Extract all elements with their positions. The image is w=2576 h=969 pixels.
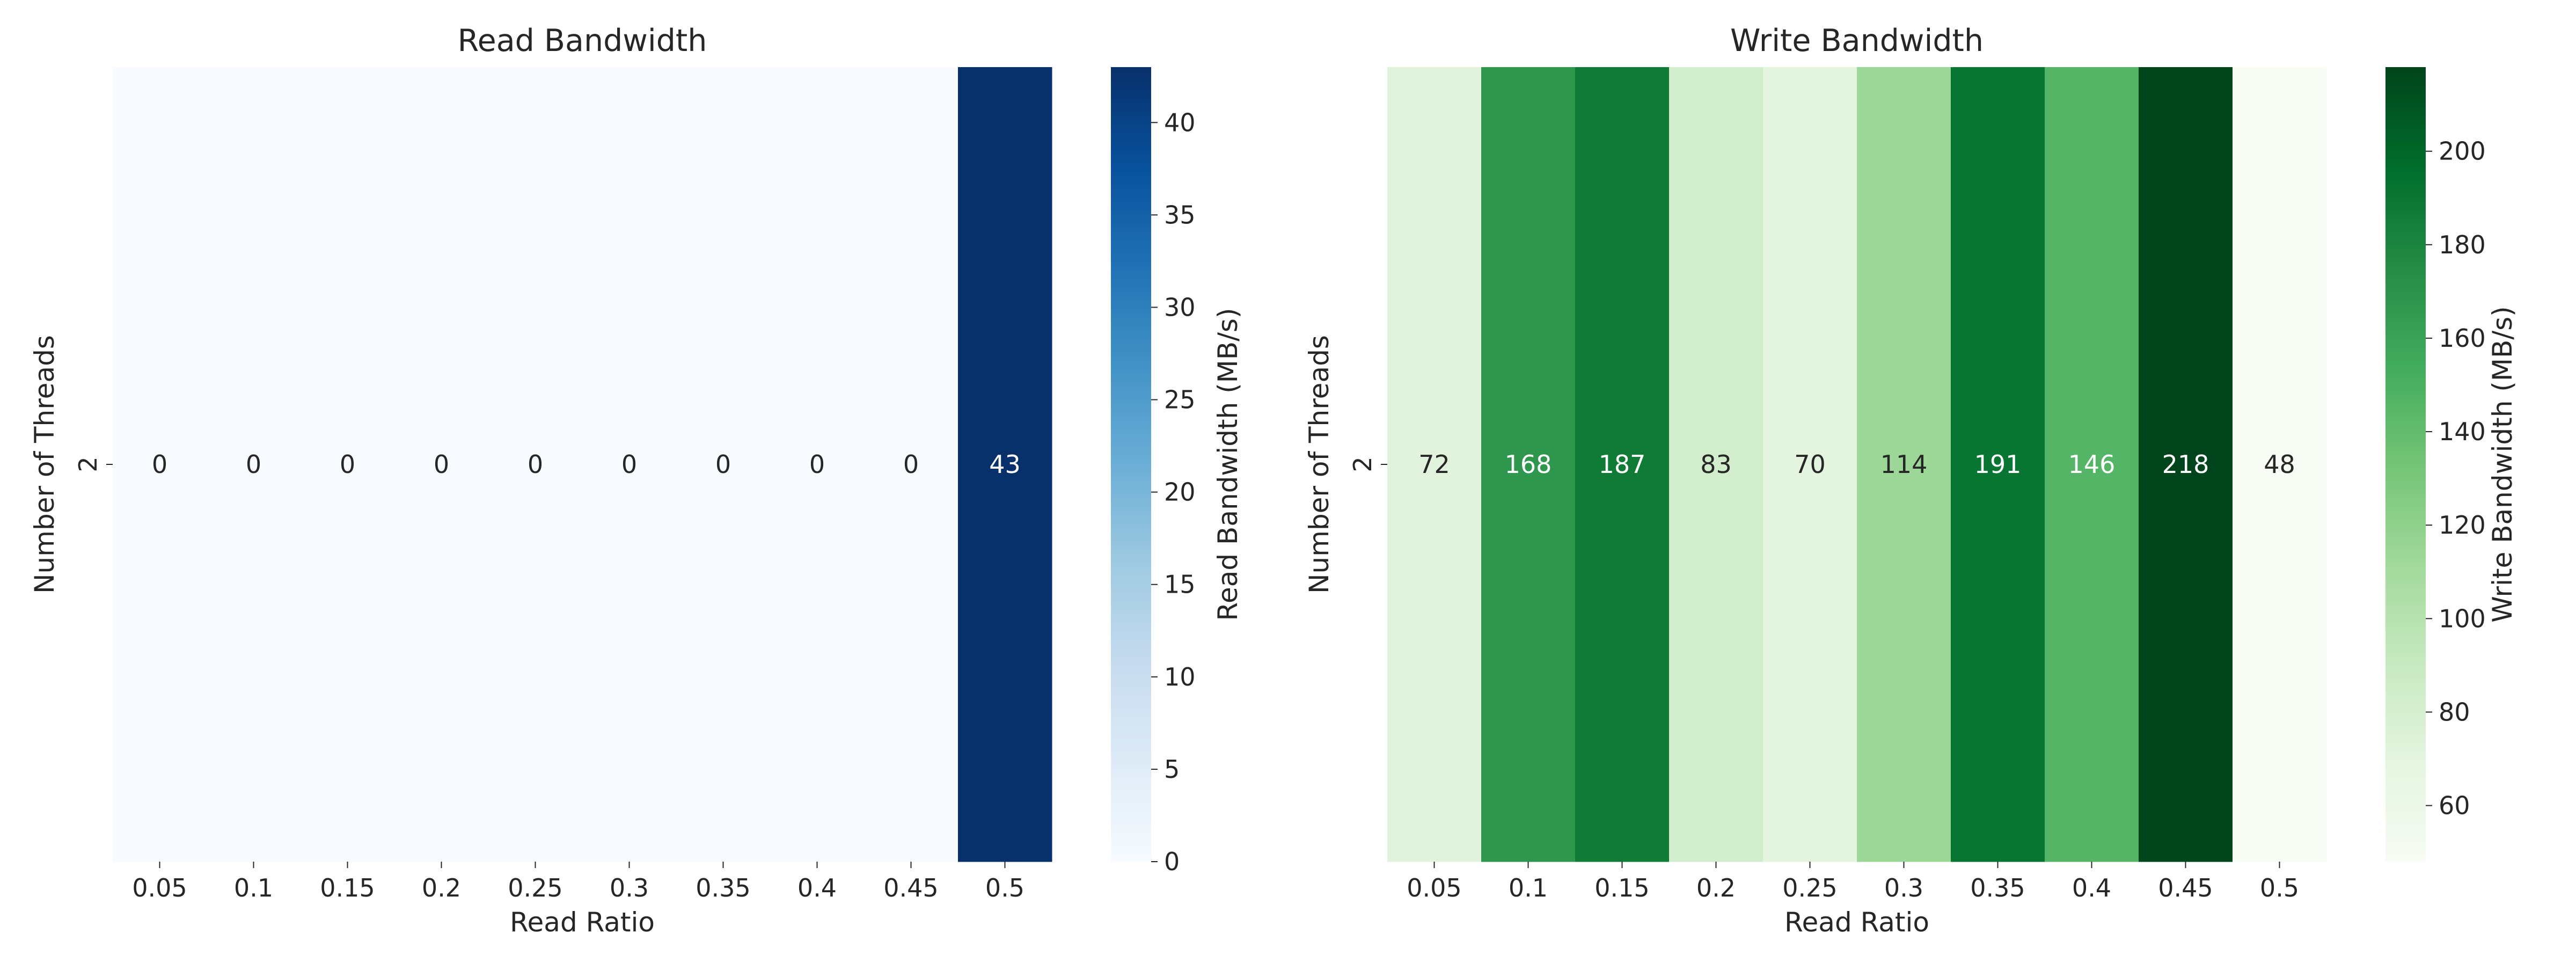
x-tick-label: 0.45 xyxy=(883,873,938,902)
x-tick-label: 0.25 xyxy=(1782,873,1837,902)
colorbar-tick-label: 35 xyxy=(1164,200,1196,229)
x-axis-label: Read Ratio xyxy=(1784,907,1929,938)
x-tick-label: 0.3 xyxy=(610,873,649,902)
heatmap-cell xyxy=(1857,67,1951,862)
cell-value-label: 191 xyxy=(1974,450,2022,479)
chart-title: Read Bandwidth xyxy=(458,23,707,59)
heatmap-cell xyxy=(1951,67,2045,862)
colorbar xyxy=(1111,67,1151,862)
cell-value-label: 72 xyxy=(1418,450,1450,479)
x-tick-label: 0.25 xyxy=(508,873,562,902)
heatmap-cell xyxy=(582,67,677,862)
cell-value-label: 218 xyxy=(2162,450,2209,479)
colorbar-tick-label: 180 xyxy=(2439,230,2486,259)
heatmap-cell xyxy=(1481,67,1576,862)
x-tick-label: 0.2 xyxy=(1696,873,1736,902)
heatmap-cell xyxy=(207,67,301,862)
x-tick-label: 0.3 xyxy=(1884,873,1923,902)
x-tick-label: 0.35 xyxy=(1970,873,2025,902)
heatmap-cell xyxy=(770,67,865,862)
heatmap-cell xyxy=(1575,67,1670,862)
heatmap-cell xyxy=(488,67,583,862)
colorbar-tick-label: 40 xyxy=(1164,108,1196,137)
colorbar-tick-label: 200 xyxy=(2439,137,2486,166)
heatmap-cell xyxy=(113,67,207,862)
heatmap-panel-2: 72 168 187 83 70 114 191 146 218 48 Write Bandwidt… xyxy=(1304,23,2518,938)
heatmap-cell xyxy=(1669,67,1763,862)
x-tick-label: 0.5 xyxy=(985,873,1024,902)
x-tick-label: 0.05 xyxy=(132,873,187,902)
cell-value-label: 0 xyxy=(152,450,167,479)
heatmap-cell xyxy=(394,67,489,862)
x-axis-label: Read Ratio xyxy=(510,907,655,938)
x-tick-label: 0.4 xyxy=(797,873,837,902)
cell-value-label: 0 xyxy=(340,450,355,479)
x-tick-label: 0.15 xyxy=(1594,873,1649,902)
heatmap-panel-1: 0 0 0 0 0 0 0 0 0 43 Read Bandwidth 0.05 0.1 0.15 0.2 0… xyxy=(29,23,1243,938)
cell-value-label: 0 xyxy=(809,450,825,479)
cell-value-label: 83 xyxy=(1700,450,1732,479)
cell-value-label: 146 xyxy=(2068,450,2116,479)
x-tick-label: 0.1 xyxy=(234,873,273,902)
chart-title: Write Bandwidth xyxy=(1730,23,1984,59)
y-axis-label: Number of Threads xyxy=(1304,335,1335,594)
heatmap-cell xyxy=(1387,67,1482,862)
x-tick-label: 0.2 xyxy=(422,873,461,902)
colorbar-label: Write Bandwidth (MB/s) xyxy=(2487,306,2518,622)
y-tick-label: 2 xyxy=(1348,456,1377,472)
colorbar-tick-label: 5 xyxy=(1164,755,1180,784)
x-tick-label: 0.15 xyxy=(320,873,375,902)
cell-value-label: 43 xyxy=(989,450,1021,479)
colorbar-tick-label: 25 xyxy=(1164,385,1196,414)
colorbar-tick-label: 140 xyxy=(2439,417,2486,446)
y-axis-label: Number of Threads xyxy=(29,335,60,594)
heatmap-cell xyxy=(301,67,395,862)
cell-value-label: 0 xyxy=(715,450,731,479)
colorbar-tick-label: 10 xyxy=(1164,662,1196,691)
heatmap-cell xyxy=(1763,67,1857,862)
colorbar-tick-label: 15 xyxy=(1164,570,1196,599)
heatmap-cell xyxy=(864,67,958,862)
colorbar xyxy=(2385,67,2426,862)
heatmap-cell xyxy=(2139,67,2233,862)
x-tick-label: 0.05 xyxy=(1407,873,1461,902)
cell-value-label: 0 xyxy=(246,450,261,479)
x-tick-label: 0.4 xyxy=(2072,873,2111,902)
x-tick-label: 0.5 xyxy=(2260,873,2299,902)
heatmap-cell xyxy=(2045,67,2139,862)
cell-value-label: 0 xyxy=(434,450,449,479)
cell-value-label: 48 xyxy=(2264,450,2295,479)
colorbar-tick-label: 120 xyxy=(2439,511,2486,540)
cell-value-label: 168 xyxy=(1505,450,1552,479)
cell-value-label: 114 xyxy=(1880,450,1928,479)
colorbar-tick-label: 100 xyxy=(2439,604,2486,633)
heatmap-cell xyxy=(958,67,1052,862)
y-tick-label: 2 xyxy=(74,456,103,472)
colorbar-tick-label: 60 xyxy=(2439,791,2470,820)
colorbar-tick-label: 160 xyxy=(2439,324,2486,353)
cell-value-label: 70 xyxy=(1794,450,1826,479)
colorbar-label: Read Bandwidth (MB/s) xyxy=(1212,308,1243,621)
colorbar-tick-label: 0 xyxy=(1164,847,1180,876)
cell-value-label: 0 xyxy=(528,450,543,479)
colorbar-tick-label: 30 xyxy=(1164,293,1196,322)
cell-value-label: 187 xyxy=(1599,450,1646,479)
cell-value-label: 0 xyxy=(903,450,919,479)
colorbar-tick-label: 20 xyxy=(1164,478,1196,507)
x-tick-label: 0.1 xyxy=(1509,873,1548,902)
colorbar-tick-label: 80 xyxy=(2439,697,2470,726)
x-tick-label: 0.35 xyxy=(696,873,750,902)
heatmap-cell xyxy=(2233,67,2327,862)
x-tick-label: 0.45 xyxy=(2158,873,2213,902)
heatmap-cell xyxy=(676,67,771,862)
cell-value-label: 0 xyxy=(621,450,637,479)
